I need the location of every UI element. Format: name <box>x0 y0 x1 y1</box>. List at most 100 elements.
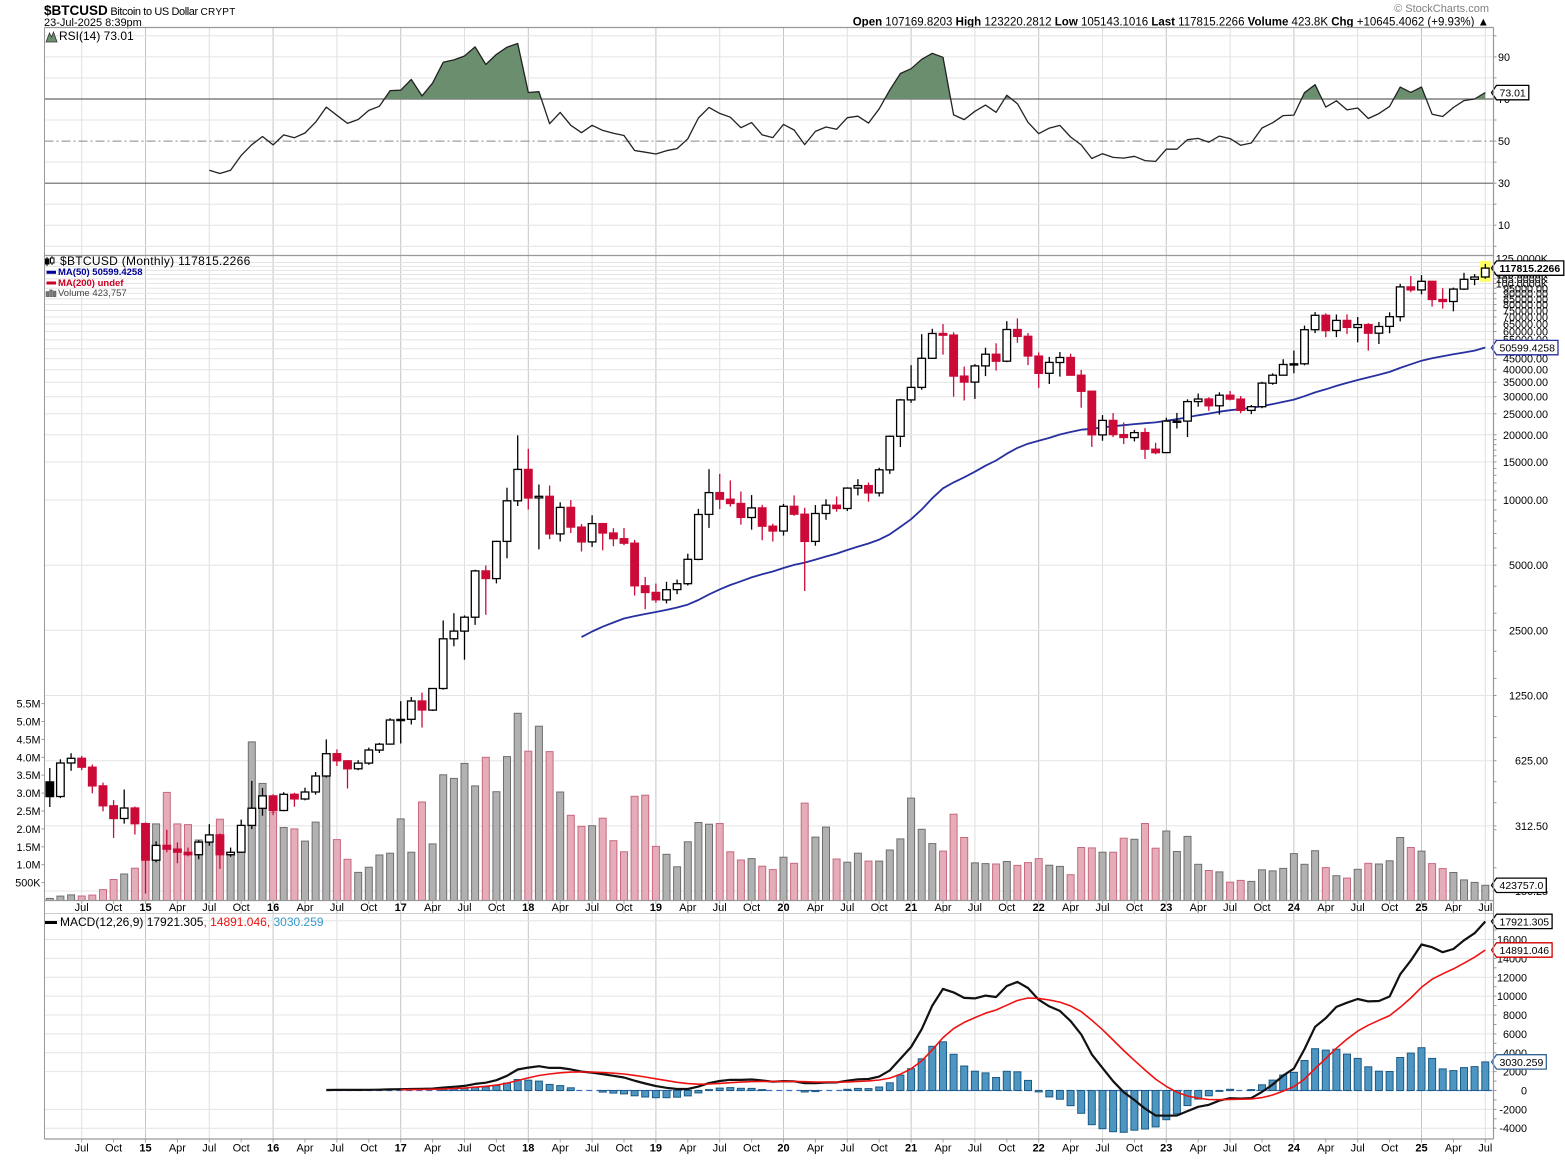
svg-text:Jul: Jul <box>585 902 599 914</box>
svg-text:10000.00: 10000.00 <box>1503 495 1548 507</box>
svg-text:Oct: Oct <box>871 902 888 914</box>
svg-text:Jul: Jul <box>1223 1143 1237 1155</box>
svg-text:Oct: Oct <box>1253 1143 1270 1155</box>
svg-text:Volume 423,757: Volume 423,757 <box>58 288 127 299</box>
svg-text:312.50: 312.50 <box>1515 821 1548 833</box>
svg-text:Jul: Jul <box>713 1143 727 1155</box>
svg-text:Oct: Oct <box>360 1143 377 1155</box>
svg-text:25: 25 <box>1415 1143 1427 1155</box>
svg-text:Jul: Jul <box>1095 902 1109 914</box>
svg-text:Jul: Jul <box>1478 902 1492 914</box>
svg-text:12000: 12000 <box>1497 972 1527 984</box>
svg-text:3030.259: 3030.259 <box>1500 1057 1544 1069</box>
svg-text:MACD(12,26,9) 17921.305, 14891: MACD(12,26,9) 17921.305, 14891.046, 3030… <box>60 915 324 929</box>
svg-text:Oct: Oct <box>615 1143 632 1155</box>
svg-text:Jul: Jul <box>840 1143 854 1155</box>
svg-text:8000: 8000 <box>1503 1010 1527 1022</box>
svg-text:30000.00: 30000.00 <box>1503 392 1548 404</box>
svg-text:MA(50) 50599.4258: MA(50) 50599.4258 <box>58 267 143 278</box>
svg-text:Apr: Apr <box>934 902 951 914</box>
svg-text:Jul: Jul <box>840 902 854 914</box>
svg-text:$BTCUSD (Monthly) 117815.2266: $BTCUSD (Monthly) 117815.2266 <box>60 254 251 268</box>
svg-text:Apr: Apr <box>934 1143 951 1155</box>
svg-text:21: 21 <box>905 902 917 914</box>
svg-text:Jul: Jul <box>202 1143 216 1155</box>
svg-text:20: 20 <box>777 902 789 914</box>
svg-text:Oct: Oct <box>1253 902 1270 914</box>
svg-text:2.0M: 2.0M <box>16 824 40 836</box>
svg-text:25: 25 <box>1415 902 1427 914</box>
svg-text:Oct: Oct <box>615 902 632 914</box>
svg-text:18: 18 <box>522 1143 534 1155</box>
svg-text:21: 21 <box>905 1143 917 1155</box>
svg-text:Apr: Apr <box>424 1143 441 1155</box>
svg-text:3.0M: 3.0M <box>16 788 40 800</box>
svg-text:6000: 6000 <box>1503 1029 1527 1041</box>
svg-text:Jul: Jul <box>1223 902 1237 914</box>
svg-text:24: 24 <box>1288 902 1301 914</box>
svg-text:Jul: Jul <box>330 1143 344 1155</box>
svg-text:20000.00: 20000.00 <box>1503 430 1548 442</box>
svg-text:5000.00: 5000.00 <box>1509 560 1548 572</box>
svg-text:20: 20 <box>777 1143 789 1155</box>
svg-text:24: 24 <box>1288 1143 1301 1155</box>
svg-text:RSI(14) 73.01: RSI(14) 73.01 <box>59 29 134 43</box>
svg-text:Apr: Apr <box>679 1143 696 1155</box>
svg-text:105.0000K: 105.0000K <box>1496 274 1549 286</box>
svg-text:Apr: Apr <box>807 902 824 914</box>
svg-text:117815.2266: 117815.2266 <box>1500 263 1561 275</box>
svg-text:Apr: Apr <box>807 1143 824 1155</box>
svg-text:-2000: -2000 <box>1499 1104 1527 1116</box>
svg-text:Oct: Oct <box>233 1143 250 1155</box>
svg-text:1.5M: 1.5M <box>16 842 40 854</box>
svg-text:16: 16 <box>267 1143 279 1155</box>
svg-text:Jul: Jul <box>75 902 89 914</box>
svg-text:$BTCUSD Bitcoin to US Dollar: $BTCUSD Bitcoin to US Dollar CRYPT <box>44 3 236 18</box>
svg-text:19: 19 <box>650 902 662 914</box>
svg-text:Apr: Apr <box>1062 902 1079 914</box>
svg-text:73.01: 73.01 <box>1500 88 1526 100</box>
svg-text:Jul: Jul <box>457 1143 471 1155</box>
svg-text:23: 23 <box>1160 902 1172 914</box>
svg-text:Oct: Oct <box>233 902 250 914</box>
svg-text:© StockCharts.com: © StockCharts.com <box>1394 3 1489 15</box>
svg-text:Jul: Jul <box>1095 1143 1109 1155</box>
svg-text:65000.00: 65000.00 <box>1503 319 1548 331</box>
svg-text:0: 0 <box>1521 1086 1527 1098</box>
svg-text:Oct: Oct <box>998 1143 1015 1155</box>
svg-text:Apr: Apr <box>296 1143 313 1155</box>
svg-text:Oct: Oct <box>105 1143 122 1155</box>
svg-text:Jul: Jul <box>968 902 982 914</box>
svg-text:Apr: Apr <box>1062 1143 1079 1155</box>
svg-text:25000.00: 25000.00 <box>1503 409 1548 421</box>
svg-text:19: 19 <box>650 1143 662 1155</box>
svg-text:423757.0: 423757.0 <box>1500 880 1544 892</box>
svg-text:50: 50 <box>1498 136 1510 148</box>
svg-text:17: 17 <box>395 902 407 914</box>
svg-text:3.5M: 3.5M <box>16 770 40 782</box>
svg-text:50599.4258: 50599.4258 <box>1500 343 1556 355</box>
svg-text:Apr: Apr <box>1317 1143 1334 1155</box>
svg-text:23: 23 <box>1160 1143 1172 1155</box>
svg-text:35000.00: 35000.00 <box>1503 377 1548 389</box>
svg-text:22: 22 <box>1033 1143 1045 1155</box>
svg-text:90000.00: 90000.00 <box>1503 288 1548 300</box>
svg-text:10: 10 <box>1498 220 1510 232</box>
svg-text:Oct: Oct <box>743 1143 760 1155</box>
svg-text:Apr: Apr <box>296 902 313 914</box>
svg-text:95000.00: 95000.00 <box>1503 283 1548 295</box>
svg-text:Oct: Oct <box>1126 902 1143 914</box>
svg-text:Apr: Apr <box>1190 902 1207 914</box>
svg-text:Jul: Jul <box>1478 1143 1492 1155</box>
svg-text:75000.00: 75000.00 <box>1503 306 1548 318</box>
svg-text:4.0M: 4.0M <box>16 752 40 764</box>
svg-text:1.0M: 1.0M <box>16 860 40 872</box>
svg-text:Oct: Oct <box>1381 902 1398 914</box>
svg-text:Jul: Jul <box>457 902 471 914</box>
svg-text:Apr: Apr <box>1317 902 1334 914</box>
svg-text:4.5M: 4.5M <box>16 734 40 746</box>
svg-text:14891.046: 14891.046 <box>1500 945 1550 957</box>
svg-text:Apr: Apr <box>1445 1143 1462 1155</box>
svg-text:Oct: Oct <box>871 1143 888 1155</box>
svg-text:23-Jul-2025 8:39pm: 23-Jul-2025 8:39pm <box>44 17 142 29</box>
